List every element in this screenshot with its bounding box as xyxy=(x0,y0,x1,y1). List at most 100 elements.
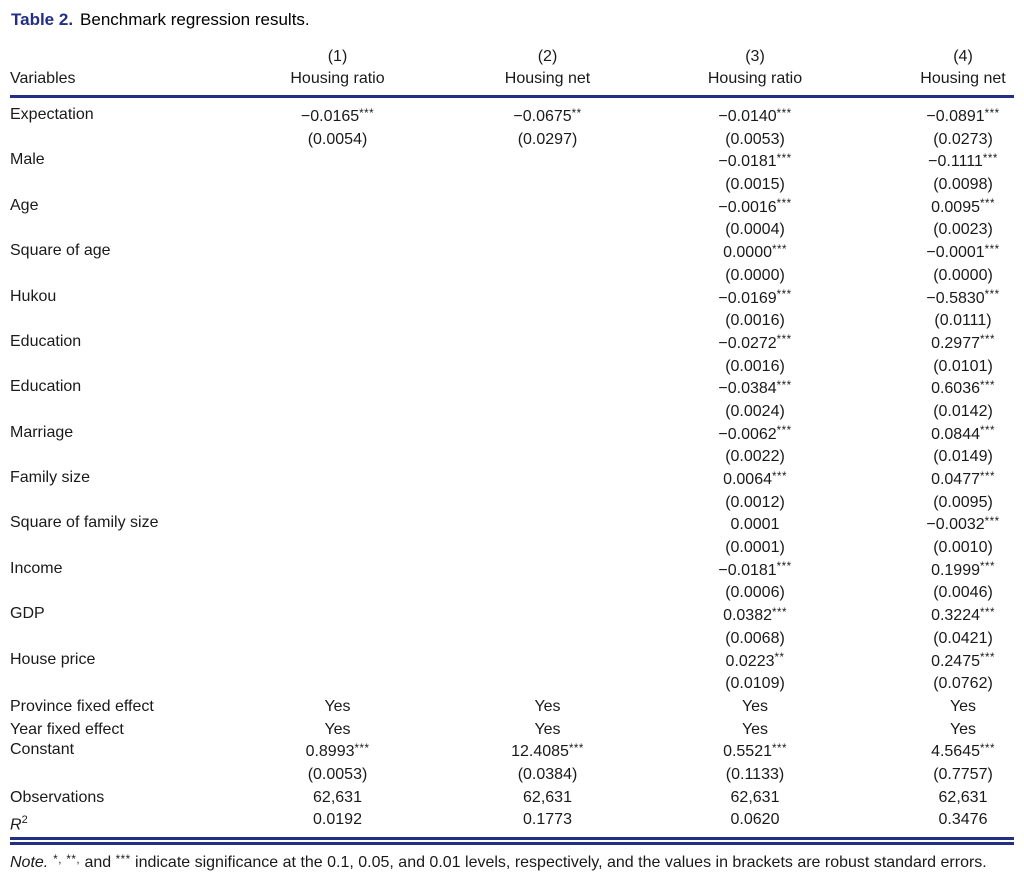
cell: 0.8993*** (0.0053) xyxy=(230,741,445,786)
significance-stars: *** xyxy=(980,198,995,211)
coefficient-value: 0.0223 xyxy=(725,652,775,670)
cell: 0.0382*** (0.0068) xyxy=(650,605,860,650)
cell: −0.5830*** (0.0111) xyxy=(860,288,1014,333)
cell xyxy=(230,560,445,605)
cell: 0.6036*** (0.0142) xyxy=(860,378,1014,423)
standard-error xyxy=(230,537,445,560)
cell: −0.0001*** (0.0000) xyxy=(860,242,1014,287)
table-row: Square of age 0.0000*** (0.0000) −0.0001*… xyxy=(10,242,1014,287)
coefficient-value: 0.0095 xyxy=(931,198,980,216)
cell: Yes xyxy=(949,697,977,715)
standard-error: (0.0111) xyxy=(934,312,992,330)
note-star-2: **, xyxy=(66,853,81,866)
cell: 0.0000*** (0.0000) xyxy=(650,242,860,287)
constant-row: Constant 0.8993*** (0.0053) 12.4085*** (0.… xyxy=(10,741,1014,786)
coefficient-value: 0.3224 xyxy=(931,607,980,625)
coefficient-value: 0.0477 xyxy=(931,471,980,488)
cell xyxy=(445,424,650,469)
province-fixed-effect-row: Province fixed effect Yes Yes Yes Yes xyxy=(10,696,1014,719)
significance-stars: *** xyxy=(776,152,792,165)
cell xyxy=(445,605,650,650)
cell: 0.0477*** (0.0095) xyxy=(860,469,1014,514)
cell: 0.3224*** (0.0421) xyxy=(860,605,1014,650)
table-row: Square of family size 0.0001 (0.0001) −0.… xyxy=(10,514,1014,559)
row-label: Province fixed effect xyxy=(10,697,154,715)
table-row: GDP 0.0382*** (0.0068) 0.3224*** (0.0421) xyxy=(10,605,1014,650)
standard-error: (0.0022) xyxy=(725,448,785,466)
standard-error: (0.0016) xyxy=(725,357,785,375)
cell: 0.1773 xyxy=(523,811,572,829)
r-squared-row: R2 0.0192 0.1773 0.0620 0.3476 xyxy=(10,809,1014,839)
row-label: Square of age xyxy=(10,242,111,260)
row-label: Marriage xyxy=(10,423,74,441)
standard-error: (0.0046) xyxy=(933,584,993,602)
cell: −0.0384*** (0.0024) xyxy=(650,378,860,423)
standard-error: (0.0024) xyxy=(725,402,785,420)
cell: 4.5645*** (0.7757) xyxy=(860,741,1014,786)
significance-stars: *** xyxy=(568,742,584,755)
standard-error xyxy=(230,628,445,651)
significance-stars: *** xyxy=(772,606,787,619)
cell: Yes xyxy=(534,697,561,715)
cell xyxy=(230,242,445,287)
cell: 0.0001 (0.0001) xyxy=(650,514,860,559)
cell: −0.0062*** (0.0022) xyxy=(650,424,860,469)
cell: 0.0620 xyxy=(730,811,780,829)
row-label: Hukou xyxy=(10,287,57,305)
regression-table-wrap: Variables (1) Housing ratio (2) Housing ne… xyxy=(10,39,1014,846)
standard-error xyxy=(230,265,445,288)
standard-error: (0.0297) xyxy=(517,130,578,148)
coefficient-value: −0.1111 xyxy=(928,153,983,171)
standard-error xyxy=(445,582,650,605)
column-header-1: (1) Housing ratio xyxy=(230,39,445,97)
significance-stars: *** xyxy=(776,289,792,301)
significance-stars: *** xyxy=(772,243,787,256)
column-name: Housing ratio xyxy=(290,70,385,87)
standard-error: (0.0068) xyxy=(725,629,785,647)
table-row: Income −0.0181*** (0.0006) 0.1999*** (0.00… xyxy=(10,560,1014,605)
significance-stars: *** xyxy=(776,561,792,574)
table-row: Education −0.0384*** (0.0024) 0.6036*** (0… xyxy=(10,378,1014,423)
standard-error xyxy=(230,310,445,333)
standard-error xyxy=(230,673,445,696)
table-row: Education −0.0272*** (0.0016) 0.2977*** (0… xyxy=(10,333,1014,378)
cell: Yes xyxy=(741,697,769,715)
standard-error xyxy=(230,582,445,605)
standard-error xyxy=(445,492,650,515)
significance-stars: *** xyxy=(980,379,995,392)
cell: −0.0675** (0.0297) xyxy=(445,97,650,152)
significance-stars: *** xyxy=(980,652,995,664)
significance-stars: *** xyxy=(984,289,1000,301)
standard-error: (0.0006) xyxy=(725,584,785,602)
coefficient-value: −0.0891 xyxy=(926,108,985,125)
coefficient-value: −0.0181 xyxy=(718,153,777,171)
coefficient-value: −0.0181 xyxy=(718,561,777,579)
standard-error: (0.0004) xyxy=(725,221,785,239)
cell xyxy=(230,424,445,469)
observations-row: Observations 62,631 62,631 62,631 62,631 xyxy=(10,787,1014,810)
cell: 0.0223** (0.0109) xyxy=(650,651,860,696)
cell xyxy=(445,651,650,696)
row-label: House price xyxy=(10,650,96,668)
column-number: (2) xyxy=(537,48,558,65)
cell xyxy=(445,514,650,559)
standard-error xyxy=(445,356,650,379)
note-text: indicate significance at the 0.1, 0.05, … xyxy=(130,854,987,872)
coefficient-value: −0.5830 xyxy=(926,289,985,307)
row-label: GDP xyxy=(10,605,45,623)
significance-stars: *** xyxy=(980,606,995,619)
significance-stars: ** xyxy=(571,107,582,120)
note-label: Note. xyxy=(10,854,49,872)
coefficient-value: 12.4085 xyxy=(511,743,569,761)
column-header-variables: Variables xyxy=(10,70,76,87)
standard-error: (0.0000) xyxy=(933,266,993,284)
standard-error: (0.7757) xyxy=(933,765,993,783)
standard-error xyxy=(230,492,445,515)
cell: Yes xyxy=(741,720,769,738)
coefficient-value: 0.0000 xyxy=(723,244,772,262)
row-label: Education xyxy=(10,332,82,350)
table-row: House price 0.0223** (0.0109) 0.2475*** (0… xyxy=(10,651,1014,696)
coefficient-value: −0.0001 xyxy=(926,244,985,262)
column-name: Housing net xyxy=(504,70,591,87)
